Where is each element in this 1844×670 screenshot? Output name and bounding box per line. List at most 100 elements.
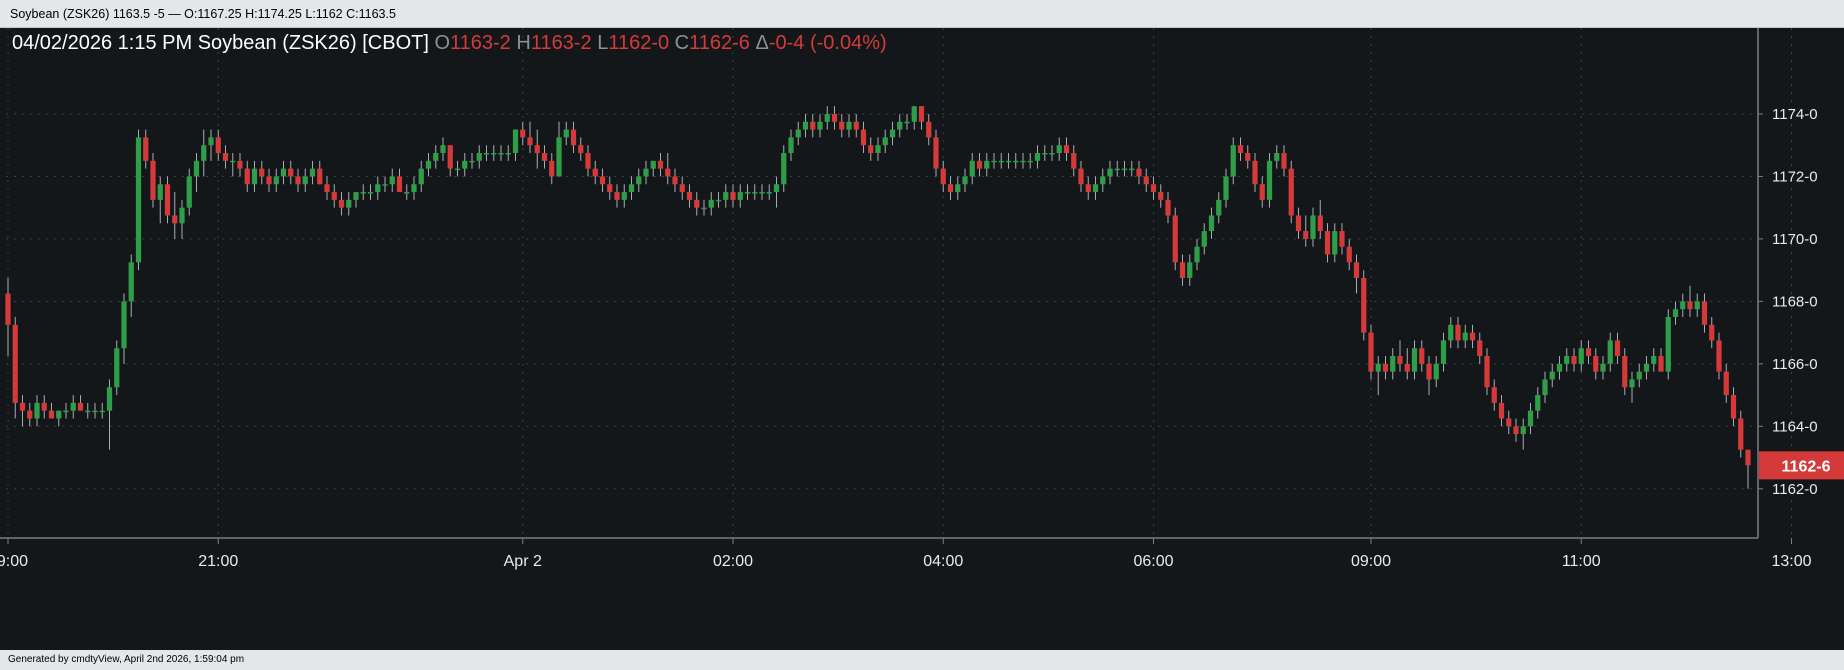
candle-body — [1390, 356, 1396, 372]
y-tick-label: 1166-0 — [1772, 356, 1818, 373]
candle-body — [1324, 231, 1331, 255]
header-field-value: 1162-6 — [689, 32, 755, 54]
candle-body — [802, 121, 809, 130]
candle-body — [309, 168, 316, 177]
candle-body — [1593, 356, 1599, 372]
footer: Generated by cmdtyView, April 2nd 2026, … — [0, 650, 1844, 670]
candle-body — [933, 137, 939, 169]
candle-body — [759, 192, 765, 194]
candle-body — [114, 348, 120, 388]
candle-body — [433, 153, 439, 161]
candle-body — [1100, 176, 1106, 185]
candles — [5, 106, 1751, 489]
candle-body — [520, 129, 526, 138]
candle-body — [1520, 426, 1526, 435]
candle-body — [1651, 356, 1657, 364]
candle-body — [1339, 231, 1345, 247]
candle-body — [1368, 332, 1374, 372]
candle-body — [860, 129, 867, 146]
header-field-value: 1163-2 — [531, 32, 597, 54]
candle-body — [1056, 145, 1062, 154]
candle-body — [230, 160, 236, 163]
candle-body — [1491, 387, 1497, 403]
candle-body — [12, 324, 18, 403]
candle-body — [338, 199, 345, 208]
candle-body — [135, 137, 142, 263]
candle-body — [708, 199, 714, 208]
candle-body — [1375, 363, 1381, 372]
candle-body — [1332, 231, 1338, 255]
candle-body — [280, 168, 287, 177]
x-tick-label: 06:00 — [1133, 553, 1173, 570]
candle-body — [382, 184, 388, 186]
chart-area[interactable]: 1174-0 1172-0 1170-0 1168-0 1166-0 1164-0 1162… — [0, 28, 1844, 650]
candle-body — [331, 192, 337, 200]
candle-body — [904, 121, 910, 124]
candle-body — [679, 184, 685, 193]
candle-body — [962, 176, 968, 185]
candle-body — [1498, 402, 1505, 419]
candle-body — [1462, 332, 1468, 341]
candle-body — [991, 160, 997, 163]
candle-body — [1694, 301, 1700, 310]
candle-body — [737, 192, 743, 200]
candle-body — [541, 153, 548, 161]
x-tick-label: 19:00 — [0, 553, 28, 570]
candle-body — [1426, 363, 1432, 380]
candle-body — [1571, 356, 1577, 364]
candle-body — [1172, 215, 1178, 263]
candle-body — [164, 184, 171, 216]
candle-body — [1730, 395, 1737, 419]
y-tick-label: 1162-0 — [1772, 481, 1818, 498]
candle-body — [1310, 215, 1316, 239]
y-tick-label: 1174-0 — [1772, 106, 1818, 123]
header-field-label: H — [516, 32, 530, 54]
candle-body — [27, 410, 33, 419]
last-price-badge — [1759, 451, 1844, 480]
candle-body — [1448, 324, 1454, 341]
candle-body — [1179, 262, 1186, 278]
candle-body — [1216, 199, 1222, 216]
candle-body — [222, 153, 229, 161]
candle-body — [1049, 153, 1055, 155]
candle-body — [404, 192, 410, 194]
candle-body — [440, 145, 446, 154]
candle-body — [1042, 153, 1048, 155]
candle-body — [447, 145, 453, 169]
x-tick-label: 13:00 — [1771, 553, 1811, 570]
candle-body — [1665, 316, 1671, 372]
candle-body — [1636, 371, 1642, 380]
candle-body — [317, 168, 323, 185]
candle-body — [1361, 277, 1367, 333]
candle-body — [288, 168, 294, 177]
candle-body — [1085, 184, 1091, 193]
candle-body — [1092, 184, 1099, 193]
candle-body — [534, 145, 540, 154]
candlestick-chart[interactable]: 1174-0 1172-0 1170-0 1168-0 1166-0 1164-0 1162… — [0, 28, 1844, 650]
candle-body — [128, 262, 134, 302]
candle-body — [1542, 379, 1548, 396]
candle-body — [1578, 348, 1584, 364]
candle-body — [1513, 426, 1519, 435]
candle-body — [628, 184, 635, 193]
candle-body — [570, 129, 577, 146]
candle-body — [273, 176, 279, 185]
candle-body — [694, 199, 700, 208]
candle-body — [56, 410, 62, 419]
x-tick-label: 09:00 — [1351, 553, 1391, 570]
candle-body — [578, 145, 584, 154]
candle-body — [549, 160, 555, 177]
candle-body — [1230, 145, 1236, 177]
candle-body — [425, 160, 432, 169]
candle-body — [302, 176, 308, 185]
header-field-label: L — [597, 32, 608, 54]
candle-body — [1136, 168, 1142, 177]
candle-body — [85, 410, 91, 413]
candle-body — [143, 137, 149, 161]
window-title: Soybean (ZSK26) 1163.5 -5 — O:1167.25 H:… — [10, 7, 396, 21]
candle-body — [99, 410, 105, 413]
candle-body — [527, 137, 533, 146]
y-tick-label: 1170-0 — [1772, 231, 1818, 248]
candle-body — [346, 199, 352, 208]
candle-body — [1281, 153, 1287, 169]
